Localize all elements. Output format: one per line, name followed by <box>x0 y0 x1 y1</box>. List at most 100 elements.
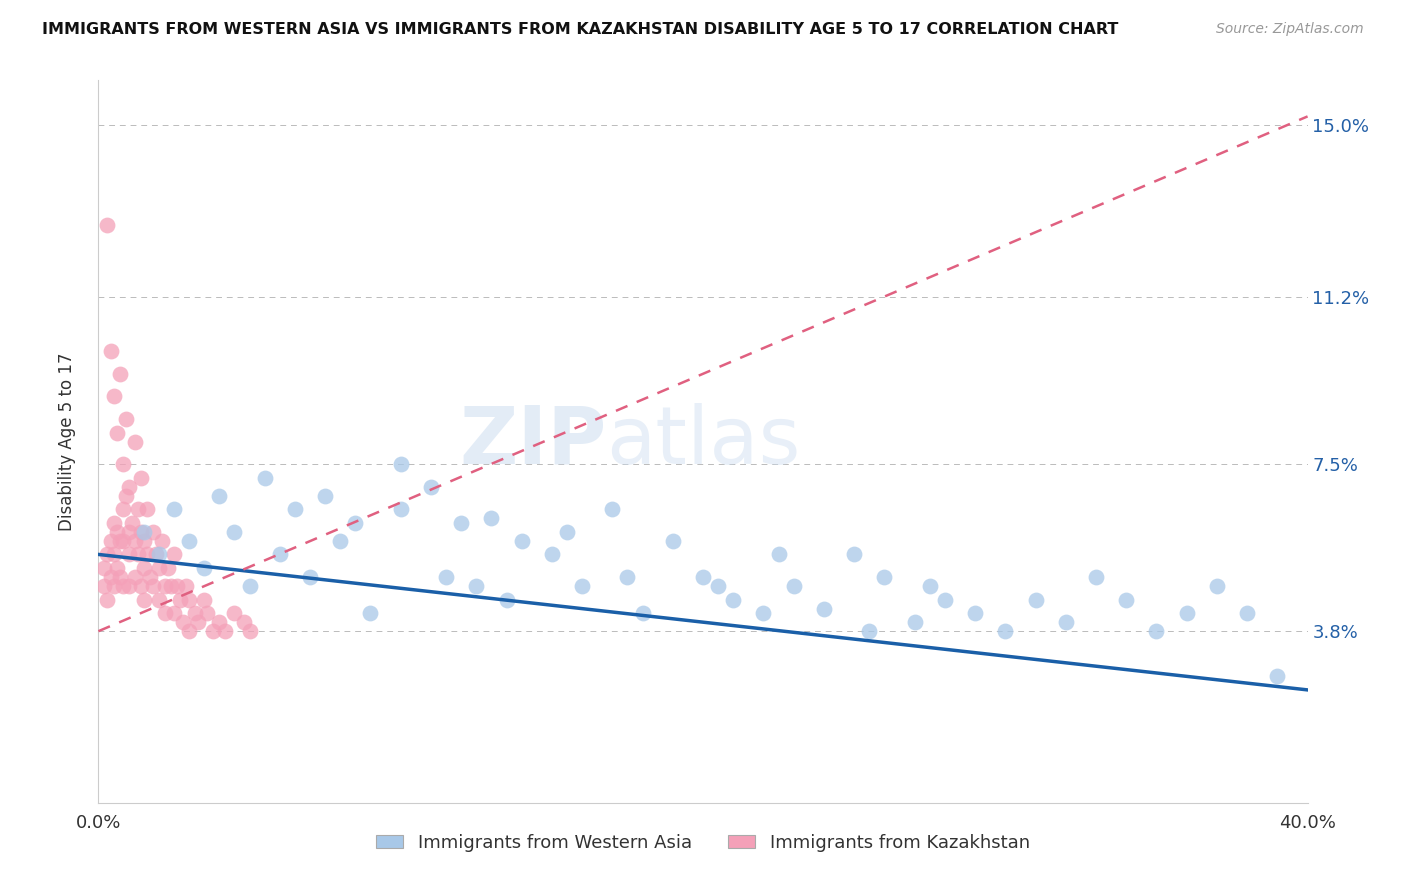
Point <box>121 516 143 530</box>
Point <box>105 561 128 575</box>
Point <box>96 218 118 232</box>
Point <box>481 511 503 525</box>
Point <box>661 533 683 548</box>
Point <box>1085 570 1108 584</box>
Point <box>132 592 155 607</box>
Point <box>602 502 624 516</box>
Point <box>100 533 122 548</box>
Point <box>555 524 578 539</box>
Point <box>103 516 125 530</box>
Point <box>360 606 382 620</box>
Point <box>284 502 307 516</box>
Point <box>934 592 956 607</box>
Point <box>118 524 141 539</box>
Point <box>389 457 412 471</box>
Point <box>193 592 215 607</box>
Point <box>108 570 131 584</box>
Point <box>93 561 115 575</box>
Point <box>118 548 141 562</box>
Point <box>224 606 246 620</box>
Point <box>111 533 134 548</box>
Point <box>434 570 457 584</box>
Point <box>1054 615 1077 630</box>
Point <box>873 570 896 584</box>
Point <box>752 606 775 620</box>
Point <box>1144 624 1167 639</box>
Point <box>111 502 134 516</box>
Point <box>148 592 170 607</box>
Point <box>253 471 276 485</box>
Point <box>224 524 246 539</box>
Legend: Immigrants from Western Asia, Immigrants from Kazakhstan: Immigrants from Western Asia, Immigrants… <box>368 826 1038 859</box>
Point <box>707 579 730 593</box>
Point <box>723 592 745 607</box>
Point <box>103 579 125 593</box>
Point <box>450 516 472 530</box>
Point <box>904 615 927 630</box>
Point <box>202 624 225 639</box>
Point <box>510 533 533 548</box>
Point <box>163 606 186 620</box>
Point <box>100 570 122 584</box>
Point <box>813 601 835 615</box>
Text: IMMIGRANTS FROM WESTERN ASIA VS IMMIGRANTS FROM KAZAKHSTAN DISABILITY AGE 5 TO 1: IMMIGRANTS FROM WESTERN ASIA VS IMMIGRAN… <box>42 22 1119 37</box>
Point <box>208 489 231 503</box>
Point <box>124 570 146 584</box>
Point <box>111 579 134 593</box>
Point <box>232 615 254 630</box>
Point <box>139 570 162 584</box>
Point <box>239 624 262 639</box>
Point <box>858 624 880 639</box>
Point <box>1115 592 1137 607</box>
Point <box>329 533 352 548</box>
Point <box>994 624 1017 639</box>
Point <box>269 548 291 562</box>
Point <box>124 434 146 449</box>
Point <box>93 579 115 593</box>
Y-axis label: Disability Age 5 to 17: Disability Age 5 to 17 <box>58 352 76 531</box>
Point <box>179 592 201 607</box>
Point <box>1024 592 1046 607</box>
Point <box>420 480 443 494</box>
Point <box>142 579 165 593</box>
Text: atlas: atlas <box>606 402 800 481</box>
Point <box>127 548 149 562</box>
Point <box>1206 579 1229 593</box>
Point <box>172 615 194 630</box>
Point <box>105 524 128 539</box>
Point <box>129 524 152 539</box>
Point <box>108 533 131 548</box>
Point <box>148 561 170 575</box>
Point <box>616 570 638 584</box>
Point <box>118 480 141 494</box>
Point <box>768 548 790 562</box>
Point <box>1236 606 1258 620</box>
Point <box>344 516 367 530</box>
Point <box>132 524 155 539</box>
Point <box>148 548 170 562</box>
Point <box>299 570 322 584</box>
Point <box>100 344 122 359</box>
Point <box>105 425 128 440</box>
Point <box>166 579 188 593</box>
Point <box>187 615 209 630</box>
Point <box>1175 606 1198 620</box>
Point <box>163 548 186 562</box>
Point <box>132 533 155 548</box>
Point <box>1267 669 1289 683</box>
Point <box>631 606 654 620</box>
Point <box>195 606 218 620</box>
Point <box>114 489 136 503</box>
Point <box>153 606 176 620</box>
Point <box>135 502 157 516</box>
Point <box>153 579 176 593</box>
Text: ZIP: ZIP <box>458 402 606 481</box>
Point <box>495 592 517 607</box>
Point <box>163 502 186 516</box>
Point <box>160 579 183 593</box>
Point <box>127 502 149 516</box>
Point <box>184 606 207 620</box>
Point <box>142 524 165 539</box>
Point <box>118 579 141 593</box>
Point <box>169 592 191 607</box>
